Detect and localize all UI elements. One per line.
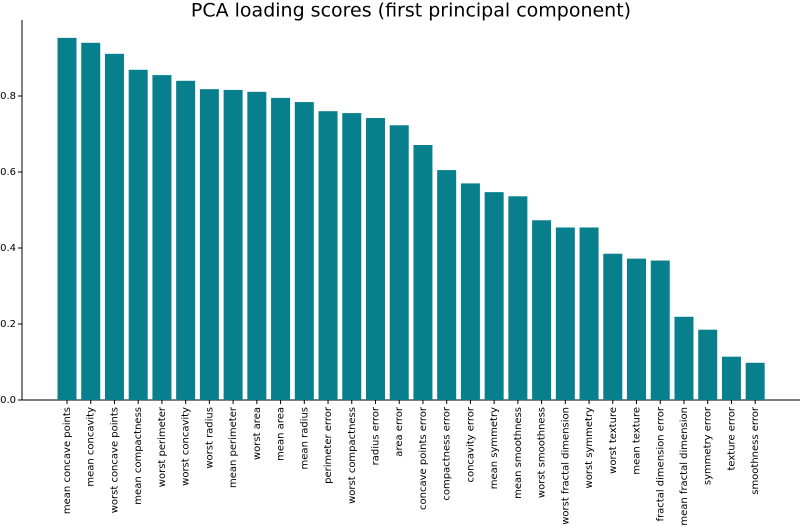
- bar: [532, 220, 552, 400]
- bar: [721, 356, 741, 400]
- x-tick-label: worst area: [252, 407, 263, 460]
- y-tick-label: 0.2: [0, 319, 16, 330]
- x-tick-label: symmetry error: [703, 406, 714, 485]
- bar: [389, 125, 409, 400]
- x-tick-label: worst texture: [608, 407, 619, 474]
- x-tick-label: mean concave points: [62, 407, 73, 514]
- x-tick-label: concavity error: [465, 406, 476, 482]
- x-tick-label: perimeter error: [323, 406, 334, 484]
- bar: [247, 91, 267, 400]
- x-tick-label: mean compactness: [133, 407, 144, 505]
- chart-title: PCA loading scores (first principal comp…: [191, 0, 631, 22]
- x-tick-label: radius error: [370, 406, 381, 465]
- x-tick-label: worst radius: [204, 407, 215, 469]
- bar: [57, 37, 77, 401]
- y-tick-label: 0.8: [0, 91, 16, 102]
- bar: [365, 118, 385, 400]
- bar: [199, 89, 219, 400]
- bar: [698, 329, 718, 400]
- x-tick-label: area error: [394, 406, 405, 457]
- bar: [460, 183, 480, 400]
- x-tick-label: mean smoothness: [513, 407, 524, 499]
- x-tick-label: worst symmetry: [584, 407, 595, 489]
- bar: [271, 97, 291, 401]
- x-tick-label: smoothness error: [750, 406, 761, 495]
- bar: [627, 258, 647, 400]
- bar: [176, 80, 196, 401]
- bar: [555, 227, 575, 400]
- bar: [81, 42, 101, 401]
- x-tick-label: worst concave points: [109, 407, 120, 513]
- bar: [223, 89, 243, 401]
- bar: [508, 196, 528, 400]
- x-tick-label: worst smoothness: [537, 407, 548, 498]
- x-tick-label: mean symmetry: [489, 407, 500, 489]
- bar: [342, 113, 362, 400]
- x-tick-label: mean radius: [299, 407, 310, 469]
- bar: [674, 316, 694, 400]
- x-tick-label: mean area: [276, 407, 287, 461]
- x-tick-label: fractal dimension error: [655, 406, 666, 521]
- bar: [104, 53, 124, 400]
- bar: [152, 75, 172, 400]
- x-tick-label: worst fractal dimension: [560, 407, 571, 525]
- bar: [294, 102, 314, 400]
- bar: [437, 170, 457, 400]
- y-tick-label: 0.0: [0, 395, 16, 406]
- x-tick-label: mean perimeter: [228, 406, 239, 488]
- bar: [484, 192, 504, 400]
- bar: [579, 227, 599, 400]
- x-tick-label: concave points error: [418, 406, 429, 510]
- x-tick-label: worst concavity: [181, 407, 192, 486]
- x-tick-label: texture error: [726, 406, 737, 470]
- bar: [413, 145, 433, 400]
- x-tick-label: mean texture: [632, 407, 643, 475]
- bar: [128, 69, 148, 400]
- bar: [603, 253, 623, 400]
- y-tick-label: 0.6: [0, 167, 16, 178]
- x-tick-label: worst perimeter: [157, 406, 168, 487]
- y-tick-label: 0.4: [0, 243, 16, 254]
- bar: [745, 362, 765, 400]
- bar: [318, 111, 338, 400]
- x-tick-label: worst compactness: [347, 407, 358, 504]
- x-tick-label: mean concavity: [86, 407, 97, 487]
- x-tick-label: mean fractal dimension: [679, 407, 690, 525]
- bar: [650, 260, 670, 400]
- x-tick-label: compactness error: [442, 406, 453, 500]
